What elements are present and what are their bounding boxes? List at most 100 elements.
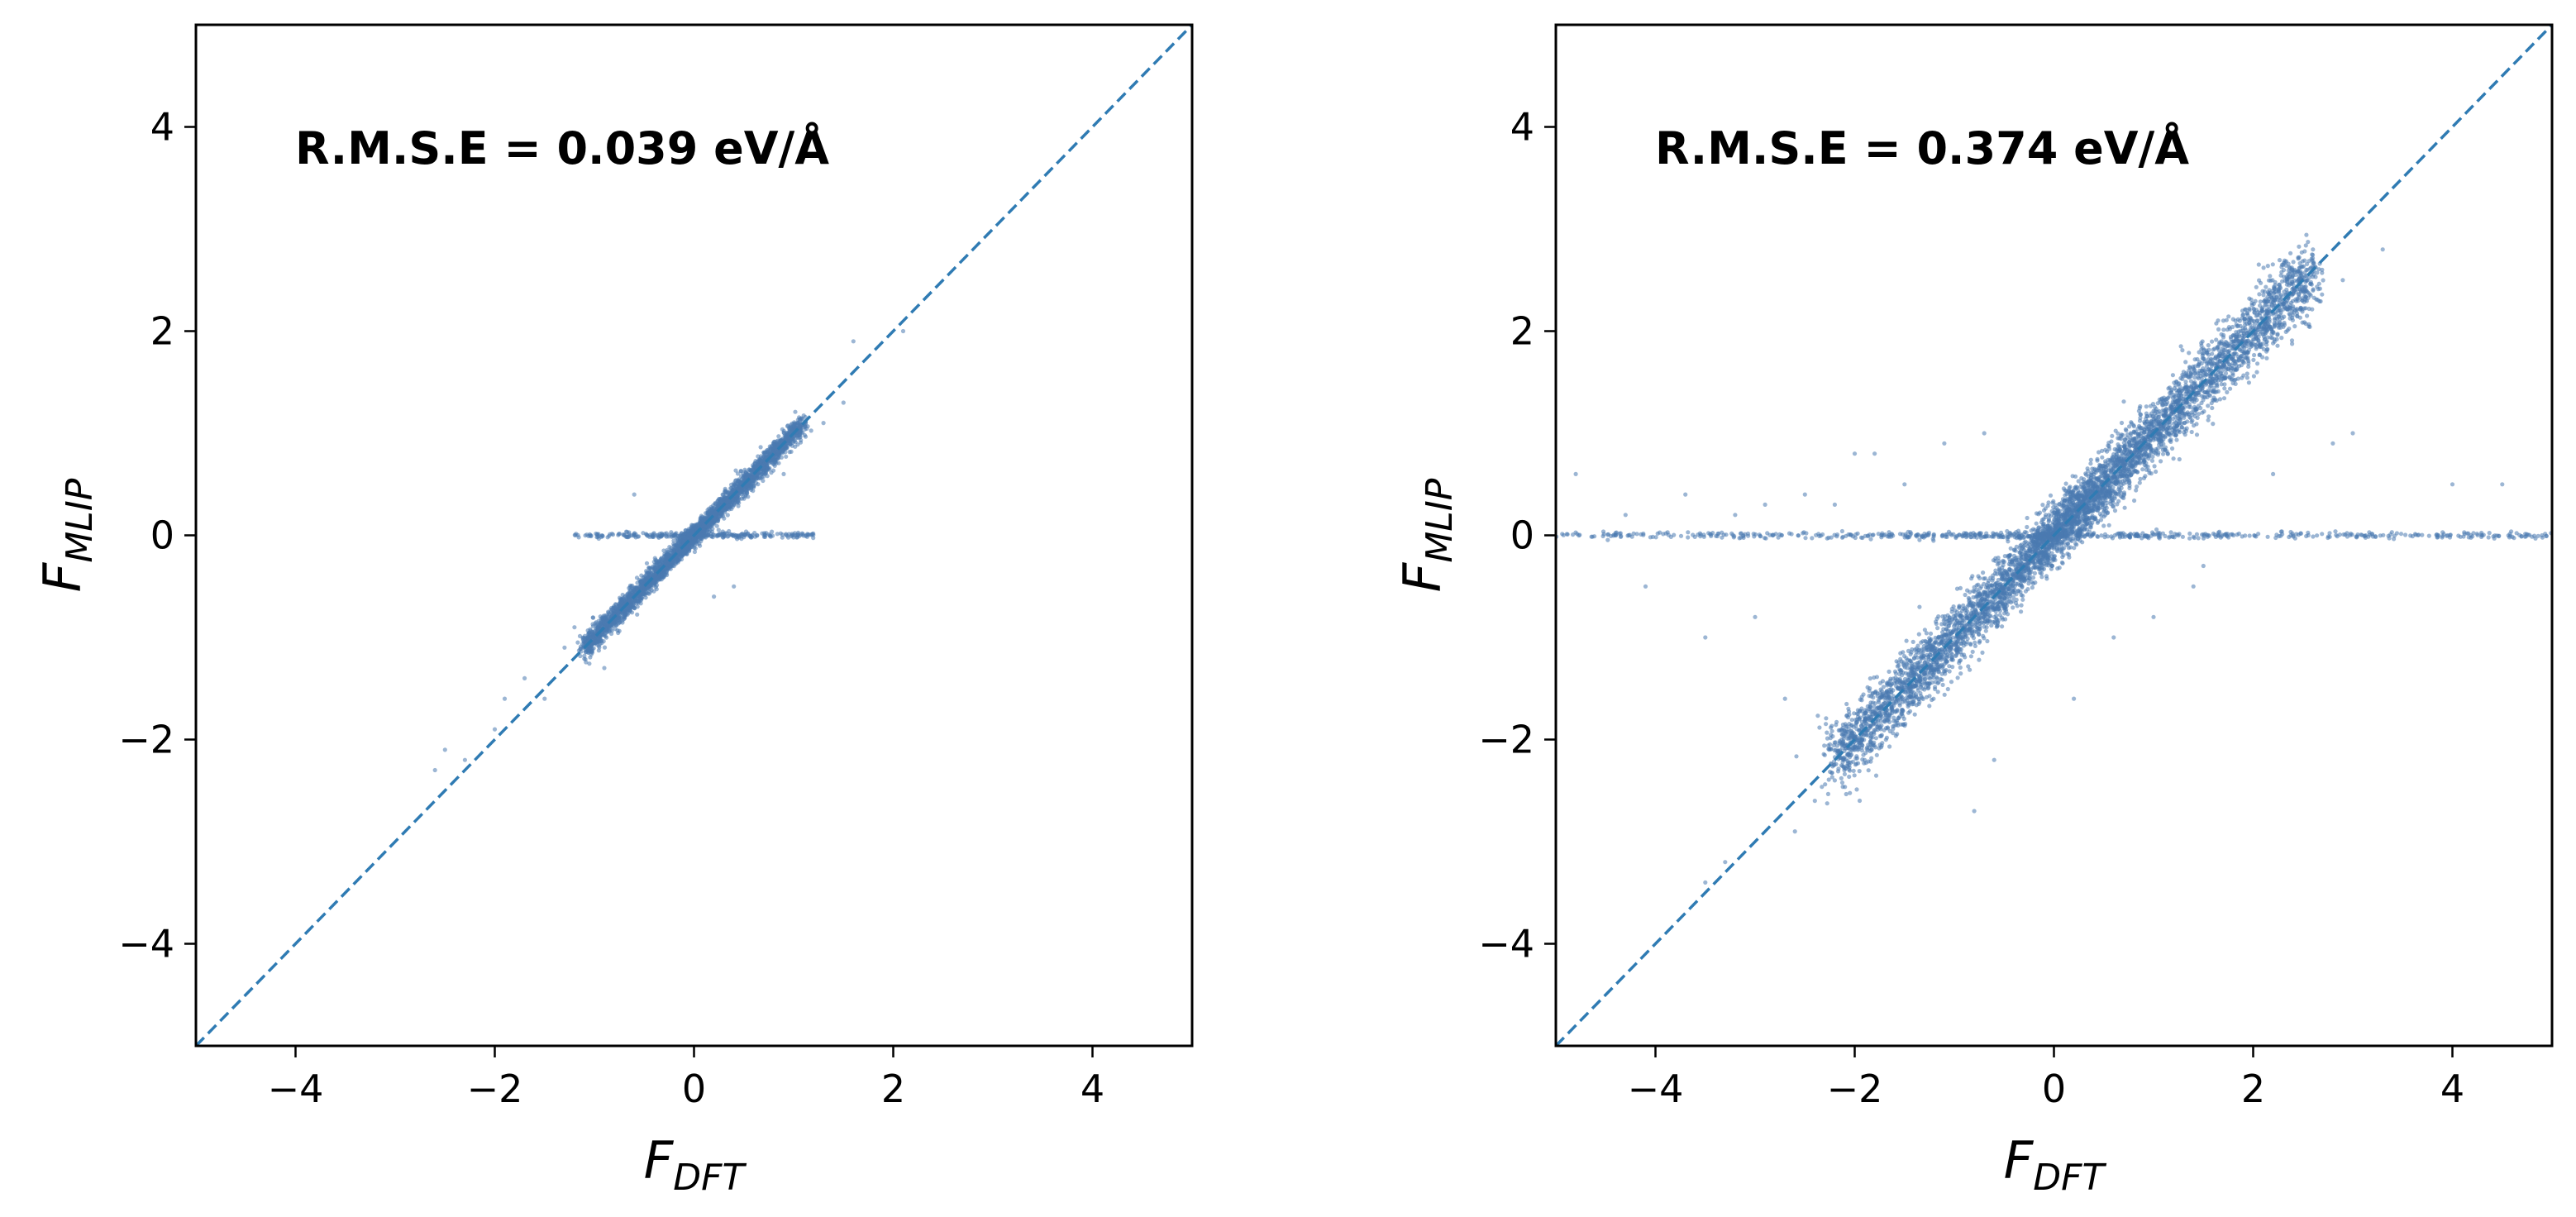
scatter-point	[775, 441, 780, 446]
scatter-point	[602, 645, 608, 650]
scatter-point	[761, 469, 766, 474]
scatter-point	[562, 645, 567, 650]
scatter-point	[743, 470, 748, 476]
scatter-point	[780, 437, 785, 442]
scatter-point	[652, 571, 657, 577]
scatter-point	[738, 469, 743, 474]
scatter-point	[2234, 330, 2239, 335]
scatter-point	[584, 660, 589, 665]
scatter-point	[803, 424, 808, 429]
scatter-point	[631, 587, 636, 593]
scatter-point	[599, 632, 604, 637]
scatter-point	[775, 532, 780, 537]
y-tick-label: −4	[118, 922, 174, 966]
scatter-point	[810, 532, 815, 537]
scatter-point	[761, 465, 766, 470]
scatter-point	[708, 504, 713, 510]
scatter-point	[596, 648, 602, 653]
scatter-point	[705, 508, 710, 513]
scatter-point	[757, 475, 762, 480]
scatter-point	[780, 427, 785, 432]
scatter-point	[1940, 682, 1945, 688]
scatter-point	[582, 653, 587, 658]
scatter-point	[2154, 469, 2159, 475]
scatter-point	[607, 533, 612, 538]
scatter-point	[1847, 774, 1852, 780]
scatter-point	[620, 618, 625, 623]
scatter-point	[644, 569, 649, 574]
scatter-point	[609, 628, 615, 633]
scatter-point	[697, 542, 702, 546]
scatter-point	[583, 636, 589, 641]
scatter-point	[657, 532, 662, 537]
scatter-point	[681, 551, 687, 556]
scatter-point	[773, 459, 778, 465]
scatter-point	[699, 532, 704, 537]
scatter-point	[670, 532, 675, 537]
scatter-point	[1874, 752, 1879, 757]
scatter-point	[690, 540, 695, 545]
scatter-point	[2290, 341, 2295, 346]
scatter-point	[786, 426, 792, 431]
scatter-point	[805, 532, 811, 537]
scatter-point	[750, 467, 755, 472]
scatter-point	[1829, 775, 1834, 780]
scatter-point	[727, 507, 732, 512]
scatter-point	[635, 612, 640, 617]
scatter-point	[746, 533, 751, 538]
scatter-point	[651, 583, 657, 588]
scatter-point	[726, 503, 731, 508]
scatter-point	[770, 529, 775, 534]
scatter-point	[648, 566, 653, 570]
scatter-point	[756, 463, 761, 468]
scatter-point	[594, 535, 599, 540]
scatter-point	[623, 599, 628, 604]
scatter-point	[783, 444, 788, 449]
scatter-point	[634, 575, 640, 580]
scatter-point	[585, 628, 590, 633]
scatter-point	[755, 532, 760, 538]
scatter-point	[736, 504, 741, 508]
scatter-point	[671, 538, 676, 543]
scatter-point	[1881, 685, 1886, 690]
scatter-point	[625, 612, 630, 617]
scatter-point	[851, 339, 856, 344]
scatter-point	[2303, 243, 2308, 248]
scatter-point	[627, 530, 632, 535]
scatter-point	[597, 635, 602, 640]
scatter-point	[2088, 461, 2093, 466]
scatter-point	[2171, 456, 2176, 461]
scatter-point	[611, 605, 616, 610]
scatter-point	[792, 438, 797, 443]
scatter-point	[747, 467, 751, 472]
scatter-point	[799, 531, 804, 536]
scatter-point	[797, 429, 803, 434]
scatter-point	[542, 696, 547, 701]
scatter-point	[744, 490, 750, 496]
scatter-point	[727, 532, 732, 537]
scatter-point	[1970, 574, 1975, 579]
scatter-point	[1848, 790, 1853, 795]
scatter-point	[1912, 712, 1917, 717]
scatter-point	[589, 642, 594, 647]
scatter-point	[722, 533, 727, 538]
scatter-point	[2261, 293, 2266, 298]
scatter-point	[619, 598, 624, 603]
scatter-point	[2189, 429, 2194, 435]
scatter-point	[780, 532, 785, 537]
scatter-point	[725, 499, 730, 504]
scatter-point	[721, 492, 726, 498]
scatter-point	[758, 445, 763, 450]
scatter-point	[1934, 676, 1939, 681]
scatter-point	[794, 535, 799, 540]
scatter-point	[522, 675, 527, 681]
scatter-point	[2014, 597, 2019, 603]
scatter-point	[733, 468, 738, 473]
scatter-point	[2100, 448, 2105, 454]
scatter-point	[803, 434, 809, 439]
scatter-point	[2254, 313, 2259, 318]
scatter-point	[1963, 655, 1968, 660]
scatter-point	[679, 556, 685, 562]
scatter-point	[603, 623, 609, 628]
